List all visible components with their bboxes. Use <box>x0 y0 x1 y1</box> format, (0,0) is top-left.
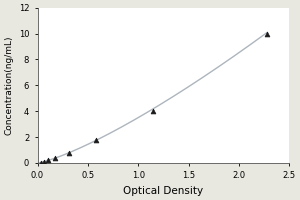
X-axis label: Optical Density: Optical Density <box>123 186 203 196</box>
Y-axis label: Concentration(ng/mL): Concentration(ng/mL) <box>4 36 13 135</box>
